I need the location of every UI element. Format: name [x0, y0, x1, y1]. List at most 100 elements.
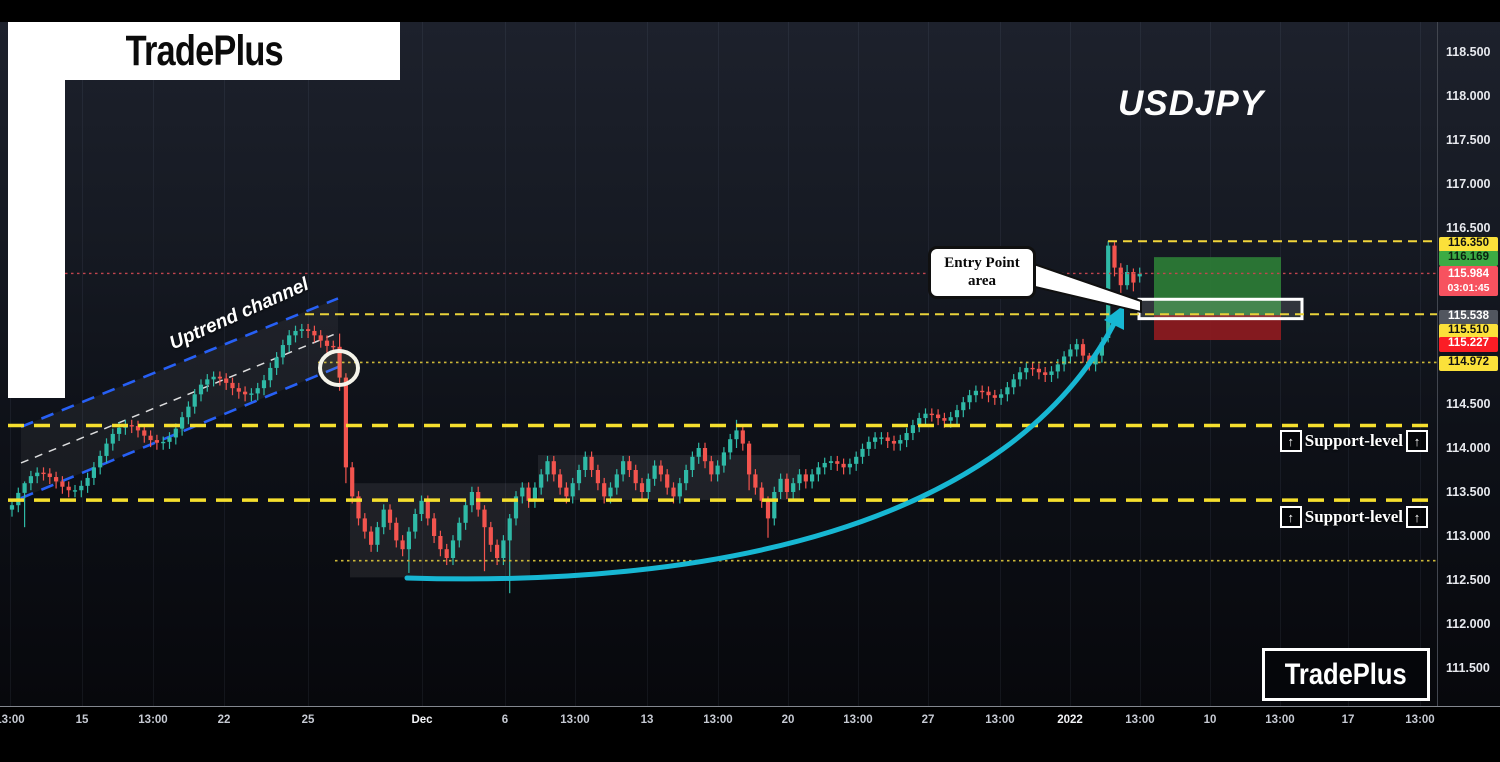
- candle-body: [66, 486, 71, 491]
- candle-body: [677, 483, 682, 497]
- candle-body: [1137, 273, 1142, 277]
- candle-body: [369, 531, 374, 545]
- candle-body: [350, 467, 355, 497]
- candle-body: [387, 509, 393, 523]
- candle-body: [860, 448, 865, 457]
- candle-body: [923, 413, 928, 419]
- candle-body: [488, 527, 493, 545]
- candle-body: [671, 487, 676, 497]
- gridline: [224, 22, 225, 706]
- uptrend-channel: [20, 297, 339, 500]
- candle-body: [406, 531, 411, 550]
- candle-body: [198, 384, 204, 395]
- time-label: 13:00: [843, 714, 873, 726]
- candle-body: [186, 406, 191, 418]
- candle-body: [268, 367, 273, 381]
- candle-body: [942, 418, 947, 421]
- brand-logo-text: TradePlus: [1285, 657, 1407, 691]
- candle-body: [709, 461, 714, 475]
- candle-body: [835, 461, 840, 464]
- candle-body: [54, 477, 59, 482]
- price-tick-label: 118.000: [1446, 89, 1491, 103]
- price-tick-label: 113.500: [1446, 485, 1491, 499]
- time-label: 2022: [1057, 714, 1083, 726]
- price-axis[interactable]: 118.500 118.000 117.500 117.000 116.500 114.5…: [1437, 22, 1500, 706]
- candle-body: [961, 402, 966, 411]
- candle-body: [841, 463, 846, 468]
- candle-body: [463, 505, 468, 523]
- candle-body: [513, 496, 519, 519]
- candle-body: [1068, 349, 1073, 357]
- support-level-label-1: ↑ Support-level ↑: [1279, 429, 1428, 453]
- candle-body: [816, 467, 821, 475]
- tradeplus-badge: TradePlus: [1262, 648, 1430, 701]
- candle-body: [167, 437, 172, 442]
- time-label: 10: [1203, 714, 1217, 726]
- time-label: 25: [301, 714, 315, 726]
- candle-body: [992, 395, 997, 398]
- price-tick-label: 111.500: [1446, 661, 1490, 675]
- candle-body: [772, 492, 777, 519]
- time-axis[interactable]: 13:00 15 13:00 22 25 Dec 6 13:00 13 13:00 20 13:00 2…: [0, 706, 1500, 762]
- momentum-arrow-curve: [404, 313, 1121, 582]
- candle-body: [1080, 344, 1086, 356]
- candle-body: [224, 378, 229, 383]
- candle-body: [747, 443, 752, 475]
- candle-body: [702, 448, 708, 462]
- candle-body: [217, 376, 222, 379]
- candle-body: [532, 487, 537, 501]
- candle-body: [967, 395, 972, 403]
- candle-body: [261, 380, 267, 389]
- price-badge: 114.972: [1439, 355, 1498, 371]
- candle-body: [47, 473, 52, 478]
- candle-body: [539, 474, 544, 488]
- candle-body: [558, 474, 563, 488]
- candle-body: [627, 461, 632, 470]
- price-badge: 116.169: [1439, 250, 1498, 266]
- candle-body: [778, 478, 783, 492]
- price-badge: 116.350: [1439, 236, 1498, 252]
- price-tick-label: 113.000: [1446, 529, 1491, 543]
- candle-body: [299, 329, 304, 331]
- gridline: [505, 22, 506, 706]
- gridline: [575, 22, 576, 706]
- candle-body: [60, 481, 65, 487]
- candle-body: [684, 470, 689, 484]
- candle-body: [917, 418, 922, 426]
- candle-body: [904, 433, 909, 441]
- candle-body: [595, 470, 600, 484]
- gridline: [153, 22, 154, 706]
- candle-body: [791, 483, 796, 492]
- candle-body: [822, 462, 827, 468]
- candle-body: [337, 346, 342, 378]
- up-arrow-icon: ↑: [1406, 430, 1428, 452]
- candle-body: [154, 440, 159, 443]
- candle-body: [438, 536, 443, 550]
- time-label: 13:00: [1265, 714, 1295, 726]
- take-profit-zone: [1154, 257, 1281, 316]
- candle-body: [929, 413, 934, 416]
- candle-body: [318, 335, 323, 341]
- entry-zones: [1137, 257, 1304, 341]
- candle-body: [98, 455, 103, 468]
- gridline: [1348, 22, 1349, 706]
- time-label: Dec: [411, 714, 433, 726]
- time-label: 13:00: [138, 714, 168, 726]
- candle-body: [973, 390, 978, 396]
- candle-body: [280, 345, 285, 358]
- candlesticks: [9, 241, 1142, 594]
- candle-body: [1062, 356, 1067, 365]
- price-tick-label: 118.500: [1446, 45, 1491, 59]
- candle-body: [986, 391, 991, 396]
- gridline: [788, 22, 789, 706]
- candle-body: [665, 474, 670, 488]
- candle-body: [205, 379, 210, 385]
- callout-tail: [1030, 261, 1142, 314]
- candle-body: [1011, 379, 1016, 388]
- chart-background: [0, 22, 1500, 706]
- entry-area-rect: [1137, 297, 1304, 321]
- candle-body: [847, 463, 852, 468]
- candle-body: [545, 461, 550, 475]
- gridline: [1000, 22, 1001, 706]
- time-label: 13:00: [1125, 714, 1155, 726]
